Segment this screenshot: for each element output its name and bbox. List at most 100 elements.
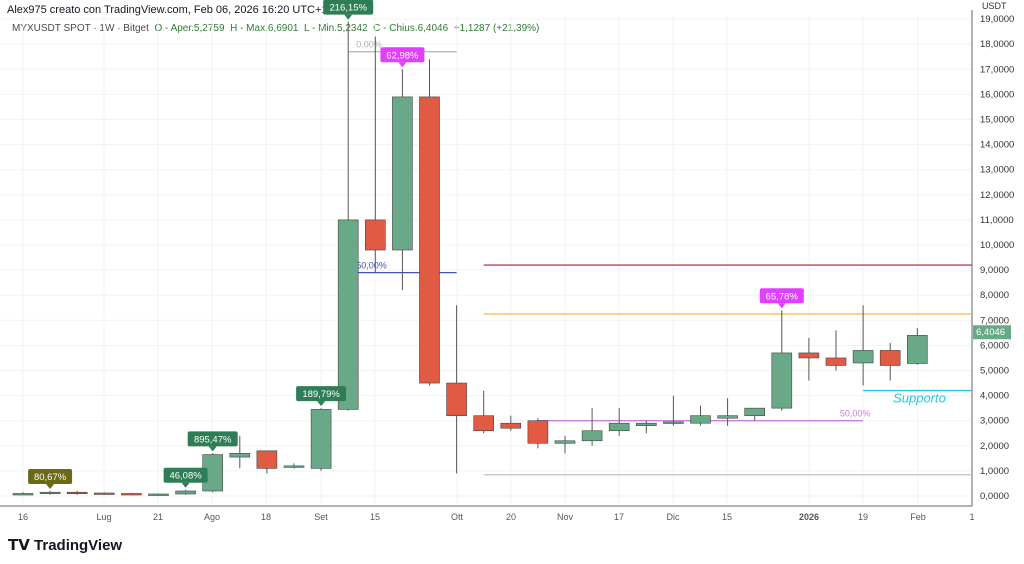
annotation-label: 62,98% (386, 50, 419, 61)
x-tick-label: Set (314, 512, 328, 522)
candle-body (825, 357, 847, 366)
x-tick-label: 19 (858, 512, 868, 522)
y-tick-label: 0,0000 (980, 491, 1009, 502)
annotation-badge (323, 0, 374, 15)
last-price-badge (973, 325, 1011, 340)
level-label: 50,00% (356, 261, 387, 271)
annotation-label: 65,78% (766, 291, 799, 302)
annotation-label: 895,47% (194, 434, 232, 445)
x-tick-label: 15 (722, 512, 732, 522)
candle-body (121, 493, 142, 496)
annotation-pointer (181, 482, 190, 488)
annotation-badge (163, 467, 208, 483)
x-tick-label: 1 (969, 512, 974, 522)
x-tick-label: Nov (557, 512, 574, 522)
y-tick-label: 4,0000 (980, 391, 1009, 402)
candle-body (608, 422, 630, 432)
x-tick-label: 17 (614, 512, 624, 522)
candle-body (690, 415, 711, 424)
brand-name: TradingView (34, 537, 123, 554)
high-value: H - Max.6,6901 (230, 23, 299, 34)
x-tick-label: 16 (18, 512, 28, 522)
x-tick-label: Ott (451, 512, 464, 522)
logo-icon: 𝗧𝗩 (8, 537, 35, 554)
symbol-info[interactable]: MYXUSDT SPOT · 1W · Bitget (12, 23, 149, 34)
candle-body (419, 96, 440, 384)
y-tick-label: 1,0000 (980, 466, 1009, 477)
x-tick-label: Lug (96, 512, 111, 522)
annotation-badge (187, 431, 238, 447)
annotation-badge (759, 288, 804, 304)
candle-body (906, 335, 928, 364)
close-value: C - Chius.6,4046 (373, 23, 449, 34)
annotation-pointer (317, 401, 326, 407)
y-tick-label: 17,0000 (980, 64, 1014, 75)
annotation-pointer (344, 14, 353, 20)
candle-body (663, 421, 684, 424)
candle-body (635, 422, 657, 427)
symbol-legend: MYXUSDT SPOT · 1W · Bitget O - Aper.5,27… (12, 23, 539, 34)
open-value: O - Aper.5,2759 (154, 23, 225, 34)
annotation-label: 189,79% (302, 389, 340, 400)
level-label: 50,00% (840, 409, 871, 419)
x-tick-label: 20 (506, 512, 516, 522)
tradingview-logo: 𝗧𝗩 TradingView (8, 536, 122, 554)
y-tick-label: 18,0000 (980, 39, 1014, 50)
annotation-pointer (398, 62, 407, 68)
y-tick-label: 3,0000 (980, 416, 1009, 427)
candle-body (175, 490, 196, 495)
candle-body (392, 96, 413, 251)
currency-label: USDT (982, 1, 1007, 11)
annotation-label: 46,08% (169, 471, 202, 482)
x-tick-label: Ago (204, 512, 220, 522)
y-tick-label: 12,0000 (980, 190, 1014, 201)
annotation-badge (380, 47, 425, 63)
x-tick-label: 21 (153, 512, 163, 522)
author-line: Alex975 creato con TradingView.com, Feb … (7, 4, 328, 16)
annotation-pointer (46, 483, 55, 489)
candle-body (771, 352, 793, 409)
y-tick-label: 19,0000 (980, 14, 1014, 25)
candle-body (717, 415, 738, 419)
y-tick-label: 6,0000 (980, 340, 1009, 351)
level-label: Supporto (893, 391, 946, 406)
candle-body (581, 430, 603, 442)
x-tick-label: Dic (667, 512, 680, 522)
candle-body (798, 352, 820, 359)
annotation-label: 80,67% (34, 472, 67, 483)
candle-body (310, 409, 332, 469)
candle-body (283, 465, 305, 468)
annotation-label: 216,15% (329, 3, 367, 14)
x-tick-label: 18 (261, 512, 271, 522)
annotation-badge (296, 386, 347, 402)
candle-body (39, 491, 61, 495)
y-tick-label: 7,0000 (980, 315, 1009, 326)
annotation-pointer (777, 303, 786, 309)
y-tick-label: 2,0000 (980, 441, 1009, 452)
y-tick-label: 15,0000 (980, 115, 1014, 126)
y-tick-label: 9,0000 (980, 265, 1009, 276)
x-tick-label: 2026 (799, 512, 819, 522)
candle-body (446, 382, 467, 416)
candle-body (744, 407, 766, 416)
low-value: L - Min.5,2342 (304, 23, 368, 34)
y-tick-label: 14,0000 (980, 140, 1014, 151)
y-tick-label: 16,0000 (980, 89, 1014, 100)
candle-body (364, 219, 386, 251)
y-tick-label: 13,0000 (980, 165, 1014, 176)
candle-body (852, 350, 874, 364)
y-tick-label: 8,0000 (980, 290, 1009, 301)
y-tick-label: 10,0000 (980, 240, 1014, 251)
candle-body (229, 453, 251, 458)
candle-body (500, 422, 522, 429)
last-price-label: 6,4046 (976, 327, 1005, 338)
change-value: +1,1287 (+21,39%) (453, 23, 540, 34)
annotation-badge (28, 468, 73, 484)
candle-body (879, 350, 901, 366)
candle-body (527, 420, 549, 444)
candle-body (337, 219, 359, 410)
level-label: 0,00% (356, 40, 382, 50)
candle-body (12, 493, 34, 496)
y-tick-label: 11,0000 (980, 215, 1014, 226)
